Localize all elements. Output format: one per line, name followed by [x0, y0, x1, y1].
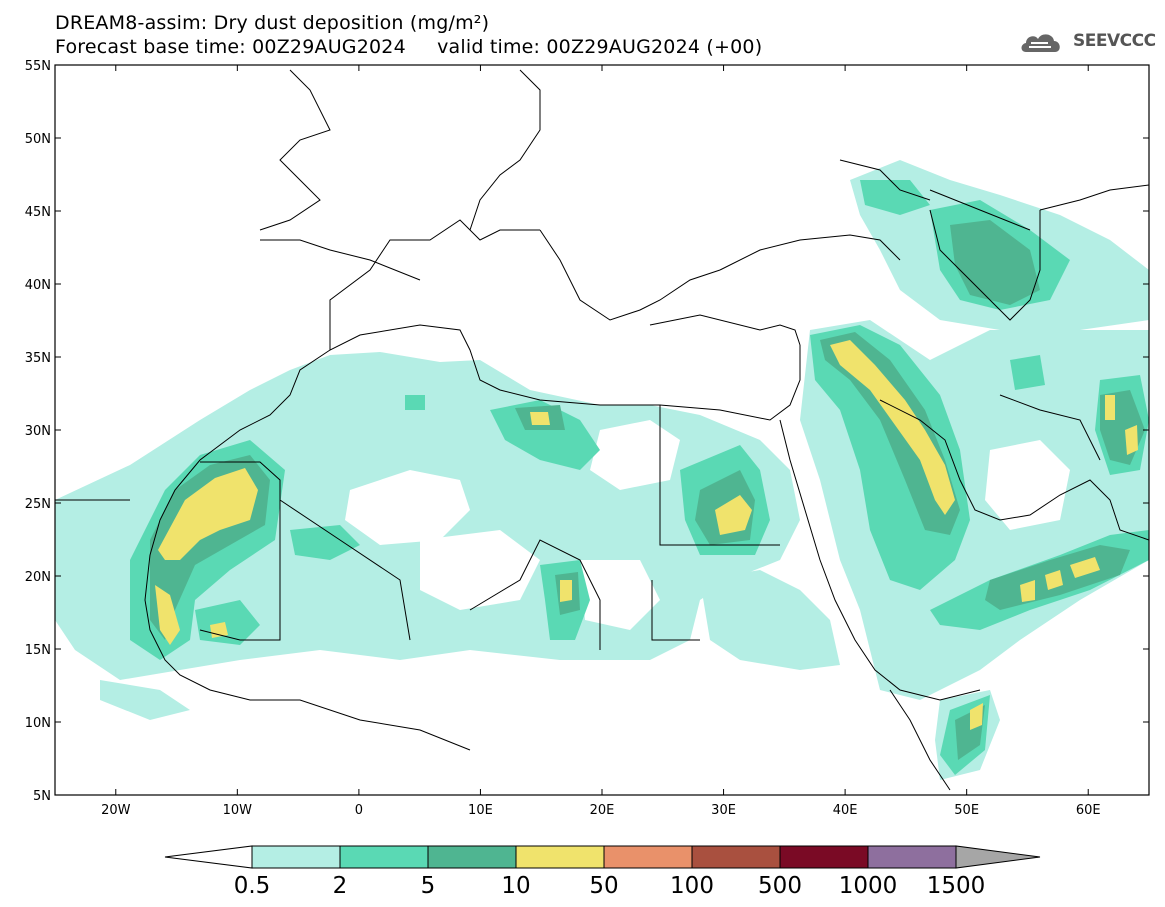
colorbar-swatch — [427, 845, 517, 869]
map-title: DREAM8-assim: Dry dust deposition (mg/m²… — [55, 12, 490, 34]
colorbar: 0.5 2 5 10 50 100 500 1000 1500 — [164, 845, 1041, 899]
cloud-icon — [1021, 34, 1060, 52]
forecast-time-line: Forecast base time: 00Z29AUG2024 valid t… — [55, 36, 763, 58]
lon-tick-label: 10W — [223, 803, 253, 818]
axis-ticks — [55, 64, 1149, 796]
colorbar-swatch — [251, 845, 341, 869]
colorbar-label: 5 — [421, 873, 436, 899]
lat-tick-label: 20N — [25, 570, 51, 585]
colorbar-swatch — [691, 845, 781, 869]
lon-tick-label: 0 — [355, 803, 363, 818]
colorbar-label: 50 — [589, 873, 618, 899]
lon-tick-label: 60E — [1076, 803, 1101, 818]
colorbar-swatch — [515, 845, 605, 869]
lat-tick-label: 55N — [25, 59, 51, 74]
lat-tick-label: 50N — [25, 132, 51, 147]
colorbar-label: 1000 — [839, 873, 898, 899]
deposition-level-10 — [155, 340, 1138, 730]
lat-tick-label: 30N — [25, 424, 51, 439]
lat-tick-label: 15N — [25, 643, 51, 658]
lon-tick-label: 30E — [711, 803, 736, 818]
colorbar-swatch — [603, 845, 693, 869]
lon-tick-label: 40E — [833, 803, 858, 818]
colorbar-label: 100 — [670, 873, 714, 899]
colorbar-label: 500 — [758, 873, 802, 899]
colorbar-over-triangle — [955, 845, 1041, 869]
longitude-labels: 20W 10W 0 10E 20E 30E 40E 50E 60E — [101, 803, 1101, 818]
colorbar-label: 1500 — [927, 873, 986, 899]
lon-tick-label: 20W — [101, 803, 131, 818]
colorbar-label: 10 — [501, 873, 530, 899]
seevccc-logo: SEEVCCC — [1073, 31, 1156, 51]
colorbar-label: 2 — [333, 873, 348, 899]
colorbar-swatch — [339, 845, 429, 869]
colorbar-label: 0.5 — [234, 873, 271, 899]
colorbar-swatch — [867, 845, 957, 869]
lat-tick-label: 35N — [25, 351, 51, 366]
lon-tick-label: 10E — [468, 803, 493, 818]
deposition-fields — [55, 160, 1149, 780]
lat-tick-label: 25N — [25, 497, 51, 512]
colorbar-swatch — [779, 845, 869, 869]
lon-tick-label: 20E — [590, 803, 615, 818]
coastlines-borders — [55, 69, 1149, 791]
lat-tick-label: 40N — [25, 278, 51, 293]
latitude-labels: 5N 10N 15N 20N 25N 30N 35N 40N 45N 50N 55N — [25, 59, 51, 804]
lat-tick-label: 5N — [33, 789, 51, 804]
lat-tick-label: 45N — [25, 205, 51, 220]
lat-tick-label: 10N — [25, 716, 51, 731]
colorbar-under-triangle — [164, 845, 253, 869]
lon-tick-label: 50E — [954, 803, 979, 818]
